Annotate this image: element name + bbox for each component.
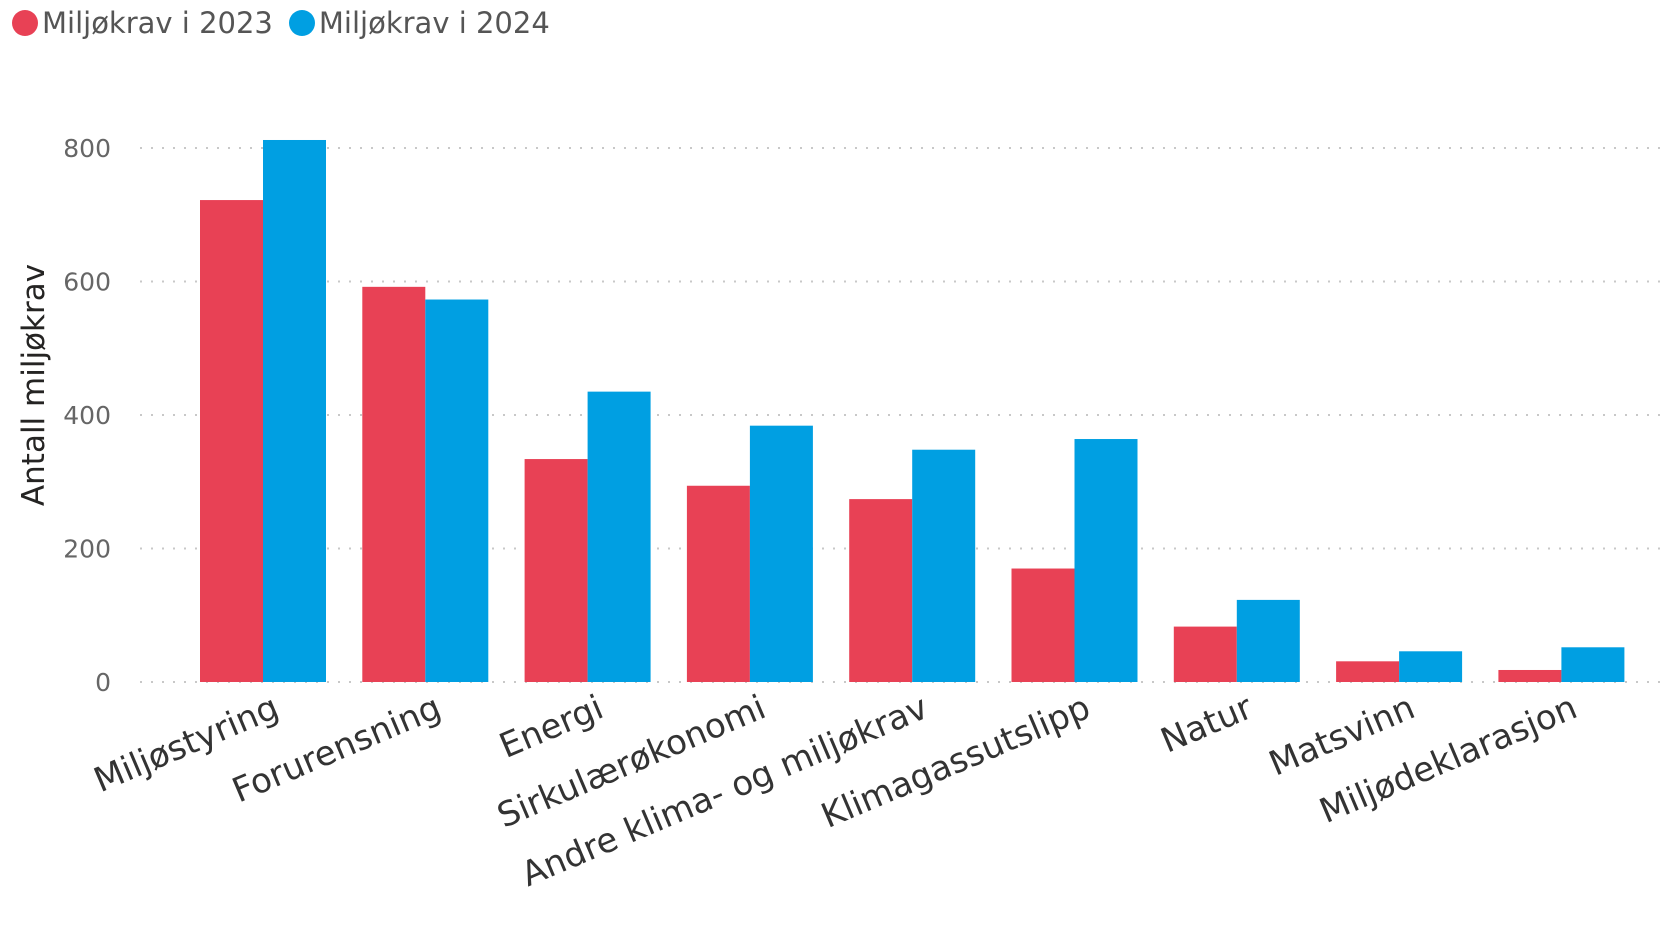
legend-marker-2024 — [288, 10, 315, 36]
bar-2024[interactable] — [1399, 651, 1463, 682]
bar-2023[interactable] — [1011, 568, 1075, 682]
legend-item-2024[interactable]: Miljøkrav i 2024 — [288, 6, 550, 40]
bars — [200, 139, 1625, 683]
bar-2024[interactable] — [425, 299, 489, 682]
bar-2023[interactable] — [1173, 626, 1237, 682]
bar-2023[interactable] — [200, 200, 263, 682]
bar-2023[interactable] — [849, 499, 913, 682]
bar-2023[interactable] — [524, 459, 588, 682]
y-axis-title: Antall miljøkrav — [16, 264, 52, 506]
legend: Miljøkrav i 2023 Miljøkrav i 2024 — [12, 6, 566, 40]
y-axis-ticks: 0 200 400 600 800 — [63, 134, 111, 697]
x-category-label: Energi — [494, 687, 609, 766]
bar-2023[interactable] — [1336, 661, 1400, 682]
legend-label-2023: Miljøkrav i 2023 — [42, 6, 273, 40]
bar-2024[interactable] — [1074, 439, 1138, 682]
y-tick-label: 400 — [63, 401, 111, 430]
bar-2024[interactable] — [912, 449, 976, 682]
bar-2023[interactable] — [362, 286, 426, 682]
bar-2024[interactable] — [263, 139, 326, 683]
y-tick-label: 0 — [95, 668, 111, 697]
bar-2024[interactable] — [1561, 647, 1625, 682]
legend-item-2023[interactable]: Miljøkrav i 2023 — [12, 6, 273, 40]
x-category-label: Klimagassutslipp — [816, 687, 1096, 836]
y-tick-label: 800 — [63, 134, 111, 163]
bar-2024[interactable] — [587, 391, 651, 682]
x-category-label: Natur — [1155, 687, 1258, 761]
bar-2023[interactable] — [686, 485, 750, 682]
legend-marker-2023 — [12, 10, 38, 36]
legend-label-2024: Miljøkrav i 2024 — [318, 6, 550, 40]
bar-2024[interactable] — [749, 425, 813, 682]
bar-2024[interactable] — [1236, 599, 1300, 682]
y-tick-label: 200 — [63, 535, 111, 564]
bar-2023[interactable] — [1498, 669, 1562, 682]
y-tick-label: 600 — [63, 268, 111, 297]
